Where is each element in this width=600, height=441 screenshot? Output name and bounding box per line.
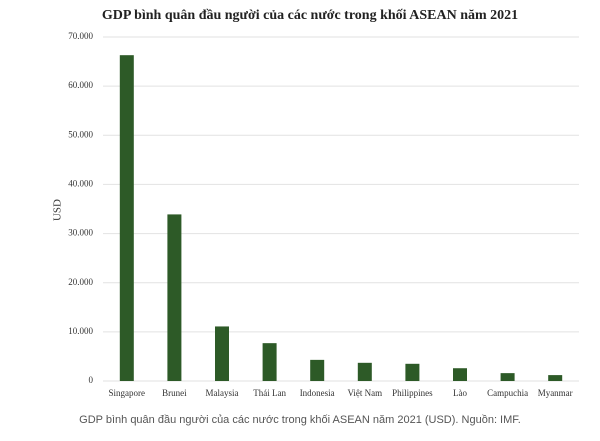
x-tick-label: Việt Nam <box>347 388 382 398</box>
x-tick-label: Thái Lan <box>253 388 286 398</box>
y-tick-label: 60.000 <box>68 80 93 90</box>
x-tick-label: Lào <box>453 388 467 398</box>
chart-title: GDP bình quân đầu người của các nước tro… <box>102 8 518 23</box>
bar <box>167 214 182 381</box>
x-tick-label: Singapore <box>109 388 146 398</box>
x-tick-label: Myanmar <box>538 388 573 398</box>
y-axis-label: USD <box>52 199 64 221</box>
bar <box>215 326 229 381</box>
x-tick-label: Campuchia <box>487 388 528 398</box>
bar <box>453 368 467 381</box>
x-tick-label: Philippines <box>392 388 433 398</box>
bar <box>357 362 372 381</box>
bar <box>310 359 325 381</box>
bar <box>262 343 277 381</box>
y-tick-label: 30.000 <box>68 228 93 238</box>
bar <box>405 363 420 381</box>
y-tick-label: 50.000 <box>68 129 93 139</box>
x-tick-label: Malaysia <box>206 388 239 398</box>
y-tick-label: 0 <box>89 375 94 385</box>
y-tick-label: 10.000 <box>68 326 93 336</box>
x-tick-label: Brunei <box>162 388 187 398</box>
y-tick-label: 20.000 <box>68 277 93 287</box>
y-tick-label: 70.000 <box>68 31 93 41</box>
bar <box>500 373 515 381</box>
bar <box>548 375 563 381</box>
y-tick-label: 40.000 <box>68 178 93 188</box>
caption: GDP bình quân đầu người của các nước tro… <box>79 414 521 426</box>
x-tick-label: Indonesia <box>300 388 335 398</box>
bar <box>119 55 134 381</box>
